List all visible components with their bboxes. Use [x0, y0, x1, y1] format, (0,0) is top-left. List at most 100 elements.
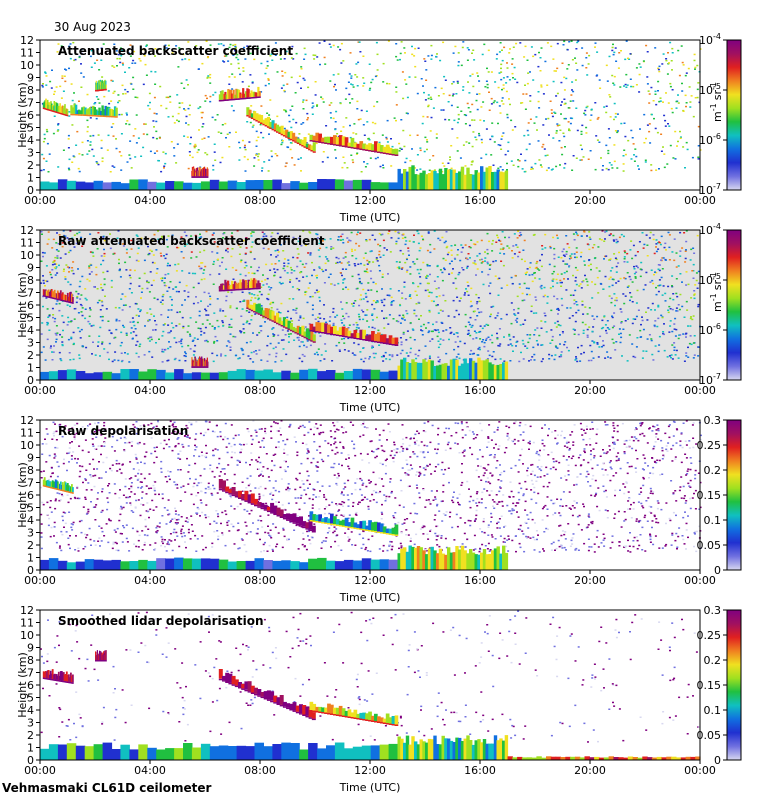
colorbar-tick-label: 0.3 — [704, 414, 722, 427]
plot-area — [40, 40, 700, 190]
x-tick-label: 04:00 — [134, 384, 166, 397]
x-tick-label: 16:00 — [464, 384, 496, 397]
unit-part: -1 — [709, 272, 718, 280]
y-tick-label: 3 — [27, 147, 34, 160]
colorbar-tick-label: 10-6 — [699, 322, 721, 337]
x-axis-label: Time (UTC) — [339, 211, 401, 224]
colorbar-tick-label: 0.25 — [697, 629, 722, 642]
y-tick-label: 4 — [27, 514, 34, 527]
x-tick-label: 00:00 — [24, 384, 56, 397]
plot-area — [40, 230, 700, 380]
x-tick-label: 00:00 — [24, 574, 56, 587]
colorbar-tick-label: 0.25 — [697, 439, 722, 452]
y-tick-label: 9 — [27, 452, 34, 465]
colorbar-tick-label: 10-7 — [699, 182, 721, 197]
x-tick-label: 00:00 — [684, 194, 716, 207]
colorbar: 10-710-610-510-4m-1sr-1 — [699, 32, 742, 197]
y-tick-label: 0 — [27, 754, 34, 767]
x-tick-label: 04:00 — [134, 194, 166, 207]
y-axis-label: Height (km) — [16, 82, 29, 148]
y-tick-label: 5 — [27, 692, 34, 705]
y-tick-label: 0 — [27, 374, 34, 387]
x-tick-label: 08:00 — [244, 194, 276, 207]
y-tick-label: 3 — [27, 527, 34, 540]
colorbar-gradient — [726, 229, 742, 381]
y-axis-label: Height (km) — [16, 652, 29, 718]
y-tick-label: 5 — [27, 502, 34, 515]
x-tick-label: 16:00 — [464, 764, 496, 777]
colorbar-tick-label: 0.1 — [704, 704, 722, 717]
y-tick-label: 12 — [20, 414, 34, 427]
y-tick-label: 8 — [27, 654, 34, 667]
y-tick-label: 1 — [27, 742, 34, 755]
tick-exponent: -5 — [713, 272, 721, 281]
y-tick-label: 11 — [20, 617, 34, 630]
y-tick-label: 4 — [27, 324, 34, 337]
y-tick-label: 8 — [27, 464, 34, 477]
y-tick-label: 0 — [27, 564, 34, 577]
x-tick-label: 08:00 — [244, 574, 276, 587]
y-tick-label: 7 — [27, 477, 34, 490]
y-tick-label: 9 — [27, 642, 34, 655]
x-axis-label: Time (UTC) — [339, 781, 401, 794]
tick-base: 10 — [699, 324, 713, 337]
tick-base: 10 — [699, 374, 713, 387]
y-tick-label: 11 — [20, 427, 34, 440]
tick-base: 10 — [699, 184, 713, 197]
colorbar-tick-label: 0.3 — [704, 604, 722, 617]
unit-part: sr — [711, 90, 724, 101]
tick-exponent: -4 — [713, 32, 721, 41]
unit-part: -1 — [709, 103, 718, 111]
y-tick-label: 1 — [27, 362, 34, 375]
tick-base: 10 — [699, 134, 713, 147]
y-tick-label: 11 — [20, 47, 34, 60]
panel-2: Raw attenuated backscatter coefficient01… — [16, 222, 742, 414]
y-tick-label: 12 — [20, 34, 34, 47]
x-tick-label: 08:00 — [244, 764, 276, 777]
colorbar: 0 0.05 0.1 0.15 0.2 0.25 0.3 — [697, 414, 742, 577]
colorbar-tick-label: 0.05 — [697, 539, 722, 552]
y-tick-label: 8 — [27, 274, 34, 287]
y-tick-label: 12 — [20, 604, 34, 617]
y-tick-label: 2 — [27, 159, 34, 172]
colorbar: 10-710-610-510-4m-1sr-1 — [699, 222, 742, 387]
colorbar-tick-label: 10-4 — [699, 32, 721, 47]
x-tick-label: 20:00 — [574, 194, 606, 207]
y-axis-label: Height (km) — [16, 462, 29, 528]
x-tick-label: 12:00 — [354, 764, 386, 777]
date-label: 30 Aug 2023 — [54, 20, 131, 34]
y-tick-label: 3 — [27, 337, 34, 350]
data-field — [40, 610, 701, 760]
colorbar-tick-label: 0 — [714, 564, 721, 577]
y-tick-label: 5 — [27, 122, 34, 135]
panel-title: Raw depolarisation — [58, 424, 188, 438]
y-axis-label: Height (km) — [16, 272, 29, 338]
unit-part: -1 — [709, 293, 718, 301]
tick-exponent: -4 — [713, 222, 721, 231]
tick-exponent: -5 — [713, 82, 721, 91]
x-tick-label: 12:00 — [354, 194, 386, 207]
tick-base: 10 — [699, 34, 713, 47]
x-tick-label: 00:00 — [684, 764, 716, 777]
y-tick-label: 8 — [27, 84, 34, 97]
panel-title: Attenuated backscatter coefficient — [58, 44, 293, 58]
colorbar-gradient — [726, 39, 742, 191]
y-tick-label: 7 — [27, 667, 34, 680]
colorbar-tick-label: 0.05 — [697, 729, 722, 742]
y-tick-label: 4 — [27, 704, 34, 717]
colorbar-tick-label: 0.15 — [697, 679, 722, 692]
x-axis-label: Time (UTC) — [339, 591, 401, 604]
x-tick-label: 12:00 — [354, 574, 386, 587]
x-tick-label: 20:00 — [574, 384, 606, 397]
y-tick-label: 2 — [27, 729, 34, 742]
y-tick-label: 2 — [27, 349, 34, 362]
x-tick-label: 08:00 — [244, 384, 276, 397]
y-tick-label: 12 — [20, 224, 34, 237]
colorbar-gradient — [726, 419, 742, 571]
y-tick-label: 1 — [27, 172, 34, 185]
colorbar: 0 0.05 0.1 0.15 0.2 0.25 0.3 — [697, 604, 742, 767]
x-tick-label: 04:00 — [134, 764, 166, 777]
colorbar-unit-label: m-1sr-1 — [709, 272, 724, 312]
y-tick-label: 9 — [27, 262, 34, 275]
